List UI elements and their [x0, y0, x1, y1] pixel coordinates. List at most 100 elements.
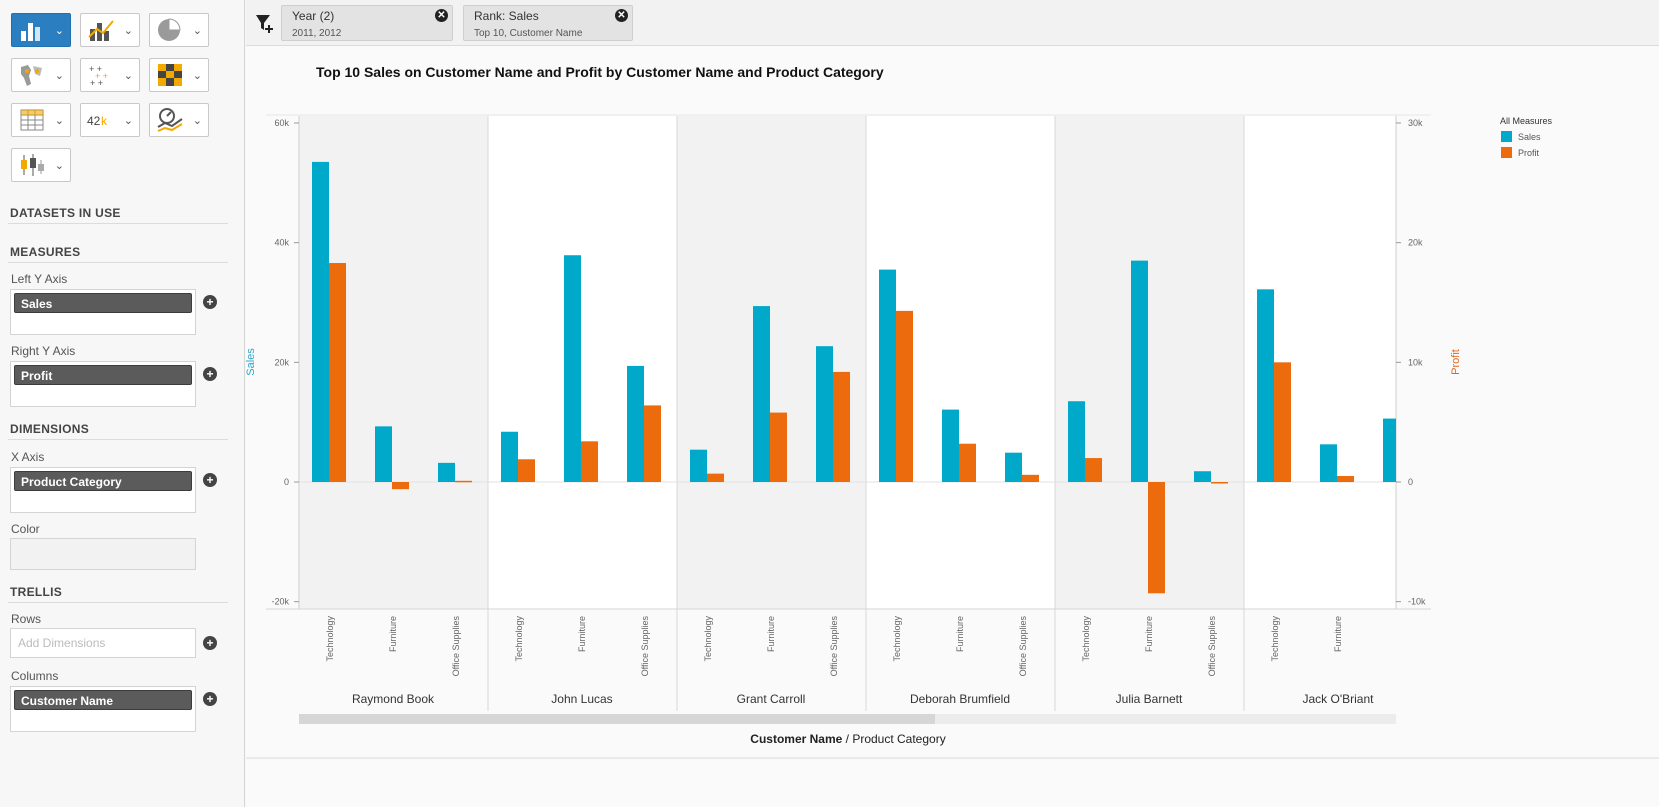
category-tick-label: Technology [892, 616, 902, 662]
right-y-axis-dropzone[interactable]: Profit [10, 361, 196, 407]
x-axis-title-primary: Customer Name [750, 732, 842, 746]
left-axis-tick-label: 60k [274, 118, 289, 128]
chevron-down-icon[interactable]: ⌄ [123, 115, 133, 127]
geo-map-icon [21, 65, 42, 86]
numeric-point-button[interactable]: 42 k ⌄ [80, 103, 140, 137]
chevron-down-icon[interactable]: ⌄ [54, 25, 64, 37]
remove-filter-icon[interactable]: ✕ [435, 9, 448, 22]
sales-bar [1005, 452, 1022, 482]
bar-chart-button[interactable]: ⌄ [11, 13, 71, 47]
legend-title: All Measures [1500, 116, 1553, 126]
profit-bar [959, 443, 976, 482]
product-category-pill[interactable]: Product Category [14, 471, 192, 491]
sales-bar [942, 409, 959, 482]
divider [8, 223, 228, 224]
customer-name-pill[interactable]: Customer Name [14, 690, 192, 710]
sales-bar [564, 255, 581, 482]
add-right-y-button[interactable]: + [203, 367, 217, 381]
box-plot-button[interactable]: ⌄ [11, 148, 71, 182]
legend-swatch [1501, 131, 1512, 142]
profit-bar [1085, 458, 1102, 482]
sidebar: ⌄ ⌄ ⌄ ⌄ + + + + + + ⌄ ⌄ ⌄ 42 k ⌄ ⌄ ⌄ DATASETS IN USE M… [0, 0, 245, 807]
sales-bar [438, 462, 455, 482]
left-axis-tick-label: 40k [274, 238, 289, 248]
chevron-down-icon[interactable]: ⌄ [54, 70, 64, 82]
left-axis-tick-label: 0 [284, 477, 289, 487]
filter-subtitle: Top 10, Customer Name [474, 28, 583, 39]
category-tick-label: Technology [1081, 616, 1091, 662]
left-axis-tick-label: 20k [274, 357, 289, 367]
category-tick-label: Office Supplies [640, 616, 650, 677]
chevron-down-icon[interactable]: ⌄ [123, 25, 133, 37]
trellis-heading[interactable]: TRELLIS [10, 585, 63, 599]
filter-chip-year[interactable]: Year (2) 2011, 2012 ✕ [281, 5, 453, 41]
customer-name-label: Jack O'Briant [1303, 692, 1375, 706]
profit-bar [644, 405, 661, 482]
filter-chip-rank[interactable]: Rank: Sales Top 10, Customer Name ✕ [463, 5, 633, 41]
add-columns-button[interactable]: + [203, 692, 217, 706]
customer-name-label: Julia Barnett [1116, 692, 1183, 706]
category-tick-label: Furniture [1144, 616, 1154, 652]
customer-name-label: Raymond Book [352, 692, 435, 706]
columns-dropzone[interactable]: Customer Name [10, 686, 196, 732]
svg-text:k: k [101, 114, 108, 128]
divider [8, 439, 228, 440]
category-tick-label: Technology [1270, 616, 1280, 662]
profit-bar [1337, 476, 1354, 482]
category-tick-label: Technology [703, 616, 713, 662]
sales-bar [1383, 418, 1396, 482]
filter-title: Year (2) [292, 9, 335, 23]
sales-measure-pill[interactable]: Sales [14, 293, 192, 313]
combo-bar-line-button[interactable]: ⌄ [80, 13, 140, 47]
category-tick-label: Office Supplies [451, 616, 461, 677]
left-axis-tick-label: -20k [271, 597, 289, 607]
color-dropzone[interactable] [10, 538, 196, 570]
profit-bar [770, 412, 787, 482]
left-y-axis-dropzone[interactable]: Sales [10, 289, 196, 335]
profit-bar [1148, 482, 1165, 594]
chevron-down-icon[interactable]: ⌄ [192, 25, 202, 37]
heatmap-button[interactable]: ⌄ [149, 58, 209, 92]
add-rows-button[interactable]: + [203, 636, 217, 650]
left-y-axis-label: Left Y Axis [11, 272, 68, 286]
rows-placeholder: Add Dimensions [18, 636, 106, 650]
chevron-down-icon[interactable]: ⌄ [192, 70, 202, 82]
filter-bar: Year (2) 2011, 2012 ✕ Rank: Sales Top 10… [246, 0, 1659, 46]
category-tick-label: Office Supplies [1207, 616, 1217, 677]
add-filter-icon[interactable] [254, 12, 276, 34]
x-axis-title-secondary: / Product Category [842, 732, 945, 746]
divider [8, 602, 228, 603]
chevron-down-icon[interactable]: ⌄ [54, 160, 64, 172]
table-button[interactable]: ⌄ [11, 103, 71, 137]
profit-bar [833, 371, 850, 482]
gauge-trend-icon [157, 108, 183, 132]
profit-bar [329, 263, 346, 482]
sales-bar [312, 161, 329, 482]
pie-chart-button[interactable]: ⌄ [149, 13, 209, 47]
remove-filter-icon[interactable]: ✕ [615, 9, 628, 22]
svg-text:+ +: + + [95, 71, 108, 81]
scatter-plot-button[interactable]: + + + + + + ⌄ [80, 58, 140, 92]
scrollbar-thumb[interactable] [299, 714, 935, 724]
add-x-axis-button[interactable]: + [203, 473, 217, 487]
chevron-down-icon[interactable]: ⌄ [123, 70, 133, 82]
divider [8, 262, 228, 263]
x-axis-dropzone[interactable]: Product Category [10, 467, 196, 513]
add-left-y-button[interactable]: + [203, 295, 217, 309]
gauge-trend-button[interactable]: ⌄ [149, 103, 209, 137]
datasets-heading[interactable]: DATASETS IN USE [10, 206, 121, 220]
scatter-plot-icon: + ++ ++ + [89, 64, 108, 88]
rows-dropzone[interactable]: Add Dimensions [10, 628, 196, 658]
chevron-down-icon[interactable]: ⌄ [192, 115, 202, 127]
legend-label: Profit [1518, 148, 1540, 158]
bar-chart-icon [21, 23, 40, 41]
geo-map-button[interactable]: ⌄ [11, 58, 71, 92]
legend-swatch [1501, 147, 1512, 158]
chevron-down-icon[interactable]: ⌄ [54, 115, 64, 127]
trellis-panel [488, 116, 677, 609]
profit-measure-pill[interactable]: Profit [14, 365, 192, 385]
category-tick-label: Furniture [766, 616, 776, 652]
sales-bar [1257, 289, 1274, 482]
bar-chart: -20k 0 20k 40k 60k -10k 0 10k 20k 30k Sales Profit T… [246, 114, 1659, 759]
sales-bar [627, 365, 644, 482]
